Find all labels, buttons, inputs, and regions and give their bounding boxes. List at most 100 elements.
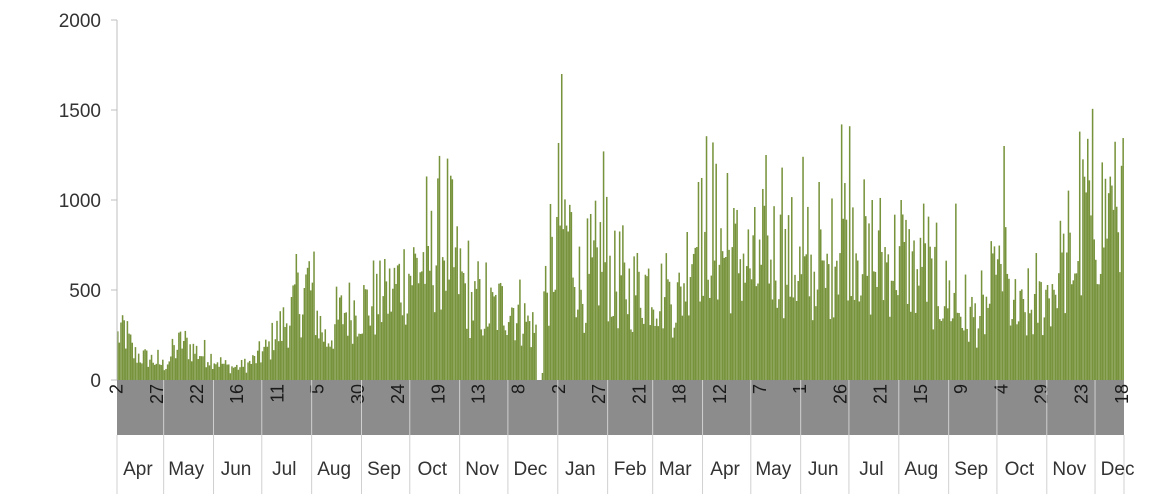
bar	[160, 364, 162, 380]
bar	[435, 265, 438, 380]
bar	[893, 214, 896, 380]
bar	[797, 280, 799, 380]
bar	[663, 297, 666, 380]
bar	[535, 324, 537, 380]
day-tick-label: 30	[348, 384, 368, 404]
bar	[734, 223, 737, 380]
bar	[702, 295, 705, 380]
bar	[1027, 268, 1030, 380]
bar	[414, 253, 417, 380]
day-tick-label: 7	[750, 384, 770, 394]
bar	[301, 314, 304, 380]
bar	[379, 260, 381, 380]
bar	[615, 291, 618, 380]
bar	[675, 322, 677, 380]
bar	[1000, 263, 1002, 380]
bar	[707, 279, 709, 380]
day-tick-label: 21	[629, 384, 649, 404]
bar	[445, 290, 447, 380]
bar	[680, 286, 682, 380]
bar	[852, 207, 854, 380]
bar	[649, 325, 651, 380]
bar	[589, 213, 592, 380]
bar	[992, 253, 994, 380]
bar	[474, 281, 476, 380]
bar	[580, 289, 582, 380]
bar	[173, 345, 175, 380]
bar	[400, 302, 402, 380]
bar	[945, 260, 947, 380]
bar	[166, 364, 169, 380]
bar	[1096, 284, 1099, 380]
bar	[821, 260, 824, 380]
bar	[271, 322, 273, 380]
bar	[601, 271, 603, 380]
bar	[1021, 289, 1023, 380]
bar	[437, 178, 439, 380]
bar	[279, 311, 281, 380]
bar	[1001, 291, 1004, 380]
bar	[458, 294, 460, 380]
bar	[406, 313, 409, 380]
bar	[477, 261, 479, 380]
bar	[556, 217, 558, 380]
bar	[388, 268, 391, 380]
bar	[902, 214, 904, 380]
bar	[813, 271, 816, 380]
bar	[873, 271, 875, 380]
bar	[736, 209, 738, 380]
bar	[154, 364, 156, 380]
bar	[145, 350, 148, 380]
bar	[982, 294, 984, 380]
bar	[765, 155, 767, 380]
bar	[298, 314, 301, 380]
bar	[451, 179, 454, 380]
bar	[996, 259, 999, 380]
bar	[1004, 227, 1007, 380]
bar	[898, 246, 901, 380]
bar	[1067, 190, 1070, 380]
bar	[930, 258, 933, 380]
bar	[470, 291, 473, 380]
bar	[1106, 238, 1108, 380]
bar	[273, 350, 275, 380]
bar	[350, 320, 352, 380]
bar	[353, 300, 355, 380]
bar	[863, 179, 865, 380]
bar	[889, 316, 891, 380]
bar	[876, 286, 878, 380]
bar	[1041, 335, 1044, 380]
bar	[472, 320, 475, 380]
bar	[314, 335, 317, 380]
bar	[441, 257, 444, 380]
day-tick-label: 16	[227, 384, 247, 404]
bar	[446, 158, 449, 380]
day-tick-label: 22	[187, 384, 207, 404]
bar	[533, 332, 536, 380]
bar	[700, 177, 703, 380]
bar	[739, 259, 742, 380]
day-band	[117, 380, 1124, 435]
bar	[599, 222, 602, 380]
bar	[369, 325, 372, 380]
bar	[234, 366, 236, 380]
bar	[165, 368, 167, 380]
bar	[861, 274, 864, 380]
bar	[911, 251, 914, 380]
bar	[733, 207, 735, 380]
day-tick-label: 27	[589, 384, 609, 404]
bar	[850, 296, 853, 380]
bar	[541, 372, 544, 380]
bar	[955, 203, 957, 380]
bar	[364, 289, 367, 380]
bar	[123, 320, 125, 380]
bar	[967, 341, 970, 380]
bar	[282, 307, 285, 380]
bar	[184, 330, 187, 380]
bar	[411, 285, 413, 380]
bar	[330, 340, 333, 380]
bar	[638, 271, 640, 380]
bar	[879, 197, 882, 380]
bar	[794, 274, 796, 380]
bar	[696, 247, 698, 380]
